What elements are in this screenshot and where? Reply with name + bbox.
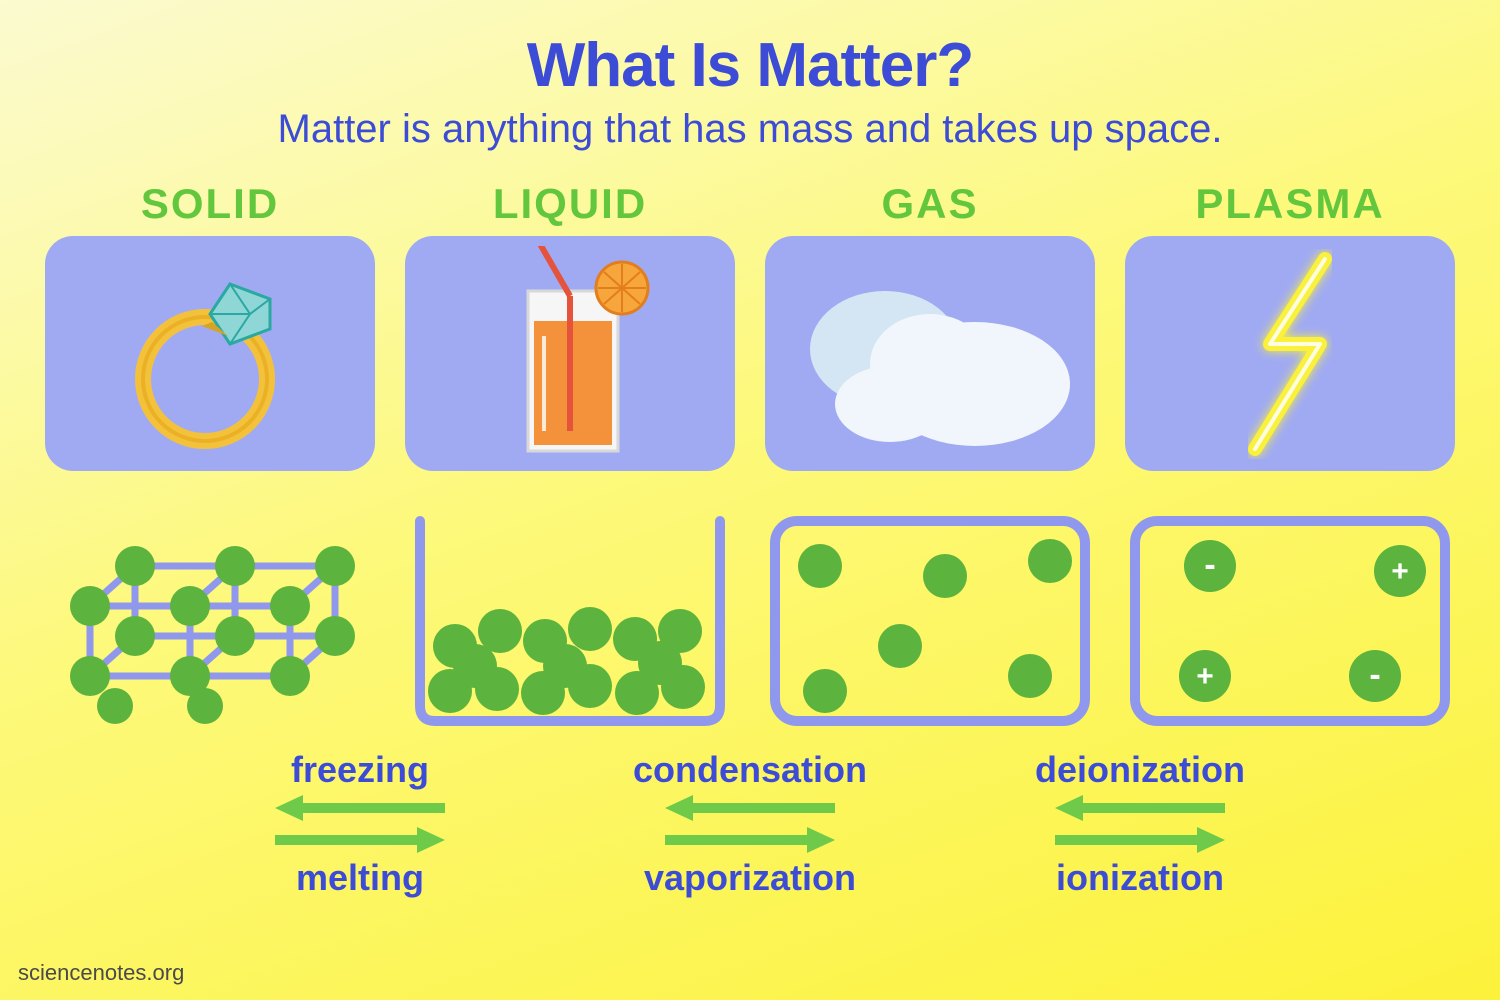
card-gas — [765, 236, 1095, 471]
state-label-gas: GAS — [765, 180, 1095, 228]
cloud-icon — [780, 254, 1080, 454]
state-solid: SOLID — [45, 180, 375, 471]
page-title: What Is Matter? — [0, 0, 1500, 101]
card-plasma — [1125, 236, 1455, 471]
particles-solid — [45, 511, 375, 731]
svg-text:-: - — [1369, 656, 1380, 694]
particles-plasma: - + + - — [1125, 511, 1455, 731]
drink-icon — [470, 246, 670, 461]
states-row: SOLID LIQUID — [0, 180, 1500, 471]
arrow-left-icon — [665, 793, 835, 823]
arrow-right-icon — [665, 825, 835, 855]
card-liquid — [405, 236, 735, 471]
state-label-liquid: LIQUID — [405, 180, 735, 228]
transition-cond-vapor: condensation vaporization — [585, 749, 915, 899]
svg-text:+: + — [1391, 555, 1409, 588]
credit-text: sciencenotes.org — [18, 960, 184, 986]
transitions-row: freezing melting condensation vaporizati… — [0, 749, 1500, 899]
state-label-solid: SOLID — [45, 180, 375, 228]
particles-liquid — [405, 511, 735, 731]
label-ionization: ionization — [975, 857, 1305, 899]
svg-text:-: - — [1204, 546, 1215, 584]
card-solid — [45, 236, 375, 471]
ring-icon — [100, 254, 320, 454]
particles-gas — [765, 511, 1095, 731]
page-subtitle: Matter is anything that has mass and tak… — [0, 107, 1500, 152]
transition-freeze-melt: freezing melting — [195, 749, 525, 899]
label-vaporization: vaporization — [585, 857, 915, 899]
arrow-right-icon — [1055, 825, 1225, 855]
bolt-icon — [1190, 249, 1390, 459]
label-condensation: condensation — [585, 749, 915, 791]
arrow-left-icon — [1055, 793, 1225, 823]
arrow-left-icon — [275, 793, 445, 823]
label-melting: melting — [195, 857, 525, 899]
svg-text:+: + — [1196, 660, 1214, 693]
transition-deion-ion: deionization ionization — [975, 749, 1305, 899]
arrow-right-icon — [275, 825, 445, 855]
particles-row: - + + - — [0, 511, 1500, 731]
state-plasma: PLASMA — [1125, 180, 1455, 471]
state-gas: GAS — [765, 180, 1095, 471]
state-liquid: LIQUID — [405, 180, 735, 471]
label-deionization: deionization — [975, 749, 1305, 791]
state-label-plasma: PLASMA — [1125, 180, 1455, 228]
label-freezing: freezing — [195, 749, 525, 791]
